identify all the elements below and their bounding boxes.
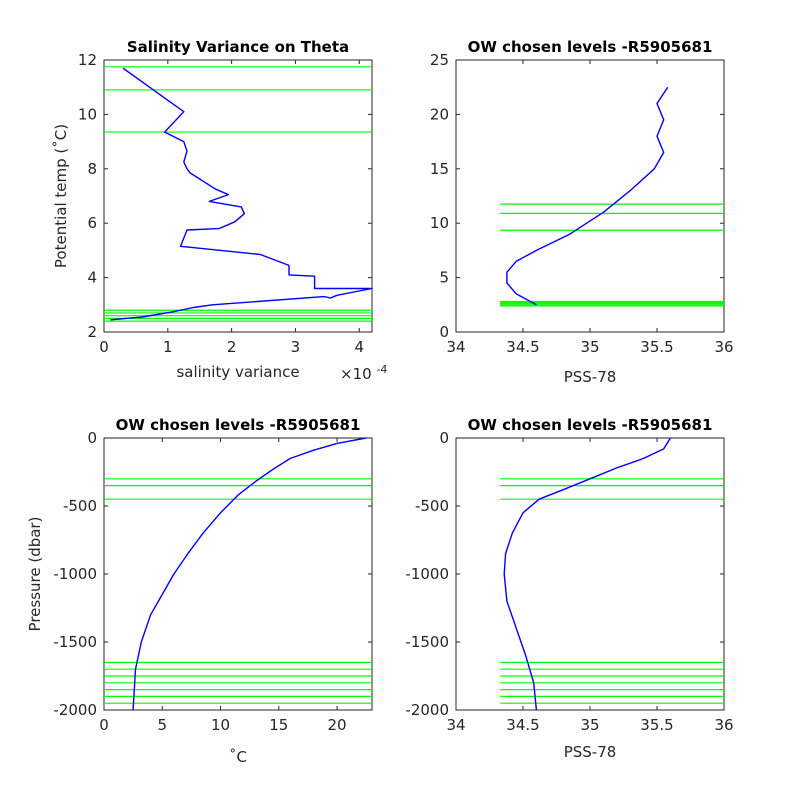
panel-title: OW chosen levels -R5905681: [116, 416, 361, 434]
y-axis-title: Potential temp (˚C): [52, 124, 70, 268]
y-tick-label: 0: [439, 429, 449, 447]
x-tick-label: 35.5: [640, 338, 673, 356]
y-tick-label: 8: [87, 160, 97, 178]
x-tick-label: 15: [269, 716, 288, 734]
x-tick-label: 10: [211, 716, 230, 734]
y-tick-label: -1000: [53, 565, 97, 583]
plot-area: 34 34.5 35 35.5 36 -2000 -1500 -1000 -500 0: [405, 429, 733, 734]
panel-title: OW chosen levels -R5905681: [468, 38, 713, 56]
x-axis-exponent-power: -4: [376, 363, 387, 376]
axes-box: [103, 59, 373, 333]
x-tick-label: 35: [580, 338, 599, 356]
x-tick-label: 5: [157, 716, 167, 734]
x-tick-label: 34: [446, 338, 465, 356]
salinity-pressure-panel: OW chosen levels -R5905681 34 34.5 35 35.5 3…: [405, 416, 733, 761]
x-tick-label: 0: [99, 716, 109, 734]
y-tick-label: 25: [430, 51, 449, 69]
y-tick-label: -2000: [405, 701, 449, 719]
x-tick-label: 35: [580, 716, 599, 734]
x-axis-exponent-base: ×10: [340, 365, 372, 383]
x-tick-label: 34.5: [506, 338, 539, 356]
panel-title: Salinity Variance on Theta: [127, 38, 349, 56]
data-series-line: [503, 437, 671, 711]
x-tick-label: 3: [291, 338, 301, 356]
y-tick-label: 12: [78, 51, 97, 69]
x-tick-label: 0: [99, 338, 109, 356]
y-tick-label: 0: [439, 323, 449, 341]
y-tick-label: 20: [430, 105, 449, 123]
y-tick-label: 10: [78, 105, 97, 123]
x-axis-title: salinity variance: [176, 363, 299, 381]
y-tick-label: 10: [430, 214, 449, 232]
y-tick-label: 6: [87, 214, 97, 232]
x-tick-label: 36: [714, 716, 733, 734]
y-tick-label: -500: [63, 497, 97, 515]
temperature-pressure-panel: OW chosen levels -R5905681 0 5 10 15 20 -2000…: [26, 416, 373, 766]
salinity-variance-panel: Salinity Variance on Theta 0 1 2 3 424681012…: [52, 38, 387, 383]
y-axis-title: Pressure (dbar): [26, 517, 44, 632]
plot-area: 34 34.5 35 35.5 36 0 5 10 15 20 25: [430, 51, 734, 356]
x-axis-title: ˚C: [229, 748, 247, 766]
y-tick-label: 15: [430, 160, 449, 178]
data-series-line: [110, 67, 373, 321]
x-axis-title: PSS-78: [564, 368, 617, 386]
data-series-line: [132, 437, 367, 711]
x-tick-label: 2: [227, 338, 237, 356]
x-tick-label: 36: [714, 338, 733, 356]
y-tick-label: 2: [87, 323, 97, 341]
y-tick-label: 0: [87, 429, 97, 447]
data-series-line: [506, 86, 669, 306]
y-tick-label: -2000: [53, 701, 97, 719]
salinity-theta-panel: OW chosen levels -R5905681 34 34.5 35 35.5 3…: [430, 38, 734, 386]
y-tick-label: 4: [87, 269, 97, 287]
plot-area: 0 5 10 15 20 -2000 -1500 -1000 -500 0: [53, 429, 373, 734]
panel-title: OW chosen levels -R5905681: [468, 416, 713, 434]
x-tick-label: 34: [446, 716, 465, 734]
x-tick-label: 1: [163, 338, 173, 356]
x-tick-label: 35.5: [640, 716, 673, 734]
x-tick-label: 20: [327, 716, 346, 734]
y-tick-label: 5: [439, 269, 449, 287]
x-tick-label: 4: [354, 338, 364, 356]
y-tick-label: -500: [415, 497, 449, 515]
y-tick-label: -1500: [53, 633, 97, 651]
x-axis-title: PSS-78: [564, 743, 617, 761]
y-tick-label: -1500: [405, 633, 449, 651]
x-axis-exponent: ×10 -4: [340, 363, 387, 383]
y-tick-label: -1000: [405, 565, 449, 583]
x-tick-label: 34.5: [506, 716, 539, 734]
